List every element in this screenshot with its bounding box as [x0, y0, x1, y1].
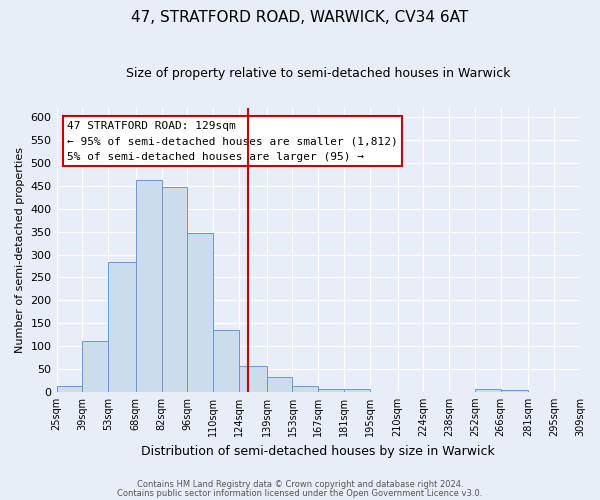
Text: Contains public sector information licensed under the Open Government Licence v3: Contains public sector information licen…	[118, 488, 482, 498]
Bar	[475, 388, 501, 392]
X-axis label: Distribution of semi-detached houses by size in Warwick: Distribution of semi-detached houses by …	[142, 444, 495, 458]
Text: 47, STRATFORD ROAD, WARWICK, CV34 6AT: 47, STRATFORD ROAD, WARWICK, CV34 6AT	[131, 10, 469, 25]
Bar	[136, 180, 161, 392]
Text: Contains HM Land Registry data © Crown copyright and database right 2024.: Contains HM Land Registry data © Crown c…	[137, 480, 463, 489]
Bar	[239, 366, 266, 392]
Bar	[213, 330, 239, 392]
Bar	[344, 389, 370, 392]
Bar	[580, 390, 600, 392]
Y-axis label: Number of semi-detached properties: Number of semi-detached properties	[15, 147, 25, 353]
Bar	[266, 377, 292, 392]
Bar	[161, 187, 187, 392]
Bar	[501, 390, 529, 392]
Bar	[292, 386, 318, 392]
Bar	[82, 342, 108, 392]
Title: Size of property relative to semi-detached houses in Warwick: Size of property relative to semi-detach…	[126, 68, 511, 80]
Text: 47 STRATFORD ROAD: 129sqm
← 95% of semi-detached houses are smaller (1,812)
5% o: 47 STRATFORD ROAD: 129sqm ← 95% of semi-…	[67, 121, 398, 162]
Bar	[318, 388, 344, 392]
Bar	[108, 262, 136, 392]
Bar	[187, 233, 213, 392]
Bar	[56, 386, 82, 392]
